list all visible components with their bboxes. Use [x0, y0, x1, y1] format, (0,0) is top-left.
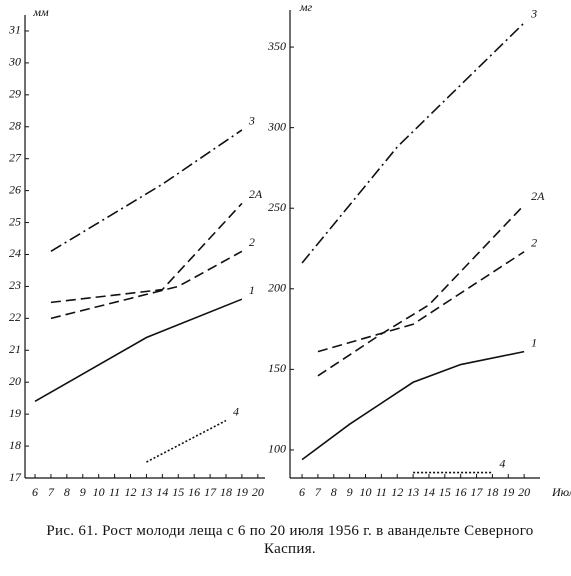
- x-tick-label: 11: [109, 485, 120, 499]
- series-label: 1: [249, 283, 255, 297]
- y-tick-label: 200: [268, 281, 286, 295]
- x-tick-label: 15: [439, 485, 451, 499]
- x-tick-label: 20: [518, 485, 530, 499]
- x-tick-label: 14: [156, 485, 168, 499]
- y-tick-label: 17: [9, 470, 22, 484]
- x-tick-label: 15: [172, 485, 184, 499]
- x-tick-label: 7: [315, 485, 322, 499]
- x-tick-label: 10: [360, 485, 372, 499]
- x-tick-label: 14: [423, 485, 435, 499]
- x-tick-label: 6: [32, 485, 38, 499]
- series-line: [317, 204, 525, 377]
- series-label: 2: [531, 235, 537, 249]
- x-tick-label: 13: [140, 485, 152, 499]
- x-tick-label: 16: [188, 485, 200, 499]
- x-axis-label: Июль: [551, 485, 571, 499]
- y-tick-label: 19: [9, 406, 21, 420]
- y-tick-label: 150: [268, 361, 286, 375]
- y-tick-label: 100: [268, 442, 286, 456]
- x-tick-label: 12: [125, 485, 137, 499]
- series-label: 2А: [249, 187, 263, 201]
- series-label: 4: [499, 456, 505, 470]
- series-label: 2: [249, 235, 255, 249]
- y-tick-label: 28: [9, 119, 21, 133]
- x-tick-label: 20: [252, 485, 264, 499]
- y-tick-label: 29: [9, 87, 21, 101]
- x-tick-label: 18: [486, 485, 498, 499]
- series-line: [50, 129, 243, 252]
- series-label: 3: [530, 7, 537, 21]
- series-line: [50, 202, 243, 304]
- series-line: [50, 250, 243, 320]
- y-tick-label: 250: [268, 200, 286, 214]
- x-tick-label: 18: [220, 485, 232, 499]
- y-tick-label: 21: [9, 342, 21, 356]
- y-tick-label: 22: [9, 310, 21, 324]
- y-tick-label: 30: [8, 55, 21, 69]
- x-tick-label: 17: [471, 485, 484, 499]
- x-tick-label: 16: [455, 485, 467, 499]
- caption: Рис. 61. Рост молоди леща с 6 по 20 июля…: [46, 523, 534, 557]
- y-tick-label: 20: [9, 374, 21, 388]
- x-tick-label: 19: [236, 485, 248, 499]
- x-tick-label: 11: [376, 485, 387, 499]
- series-label: 1: [531, 335, 537, 349]
- series-line: [301, 350, 525, 461]
- series-label: 4: [233, 404, 239, 418]
- y-tick-label: 300: [267, 119, 286, 133]
- series-label: 2А: [531, 189, 545, 203]
- x-tick-label: 8: [64, 485, 70, 499]
- y-tick-label: 23: [9, 278, 21, 292]
- y-tick-label: 18: [9, 438, 21, 452]
- series-line: [317, 251, 525, 353]
- x-tick-label: 19: [502, 485, 514, 499]
- x-tick-label: 13: [407, 485, 419, 499]
- x-tick-label: 9: [80, 485, 86, 499]
- x-tick-label: 8: [331, 485, 337, 499]
- series-label: 3: [248, 114, 255, 128]
- y-tick-label: 350: [267, 39, 286, 53]
- y-tick-label: 24: [9, 246, 21, 260]
- y-tick-label: 27: [9, 150, 22, 164]
- x-tick-label: 10: [93, 485, 105, 499]
- y-tick-label: 25: [9, 214, 21, 228]
- x-tick-label: 12: [391, 485, 403, 499]
- y-tick-label: 26: [9, 182, 21, 196]
- series-line: [146, 419, 227, 463]
- y-tick-label: 31: [8, 23, 21, 37]
- series-line: [301, 22, 525, 264]
- series-line: [34, 298, 243, 403]
- x-tick-label: 17: [204, 485, 217, 499]
- x-tick-label: 6: [299, 485, 305, 499]
- y-axis-label: мг: [299, 0, 313, 14]
- y-axis-label: мм: [32, 5, 49, 19]
- x-tick-label: 7: [48, 485, 55, 499]
- x-tick-label: 9: [347, 485, 353, 499]
